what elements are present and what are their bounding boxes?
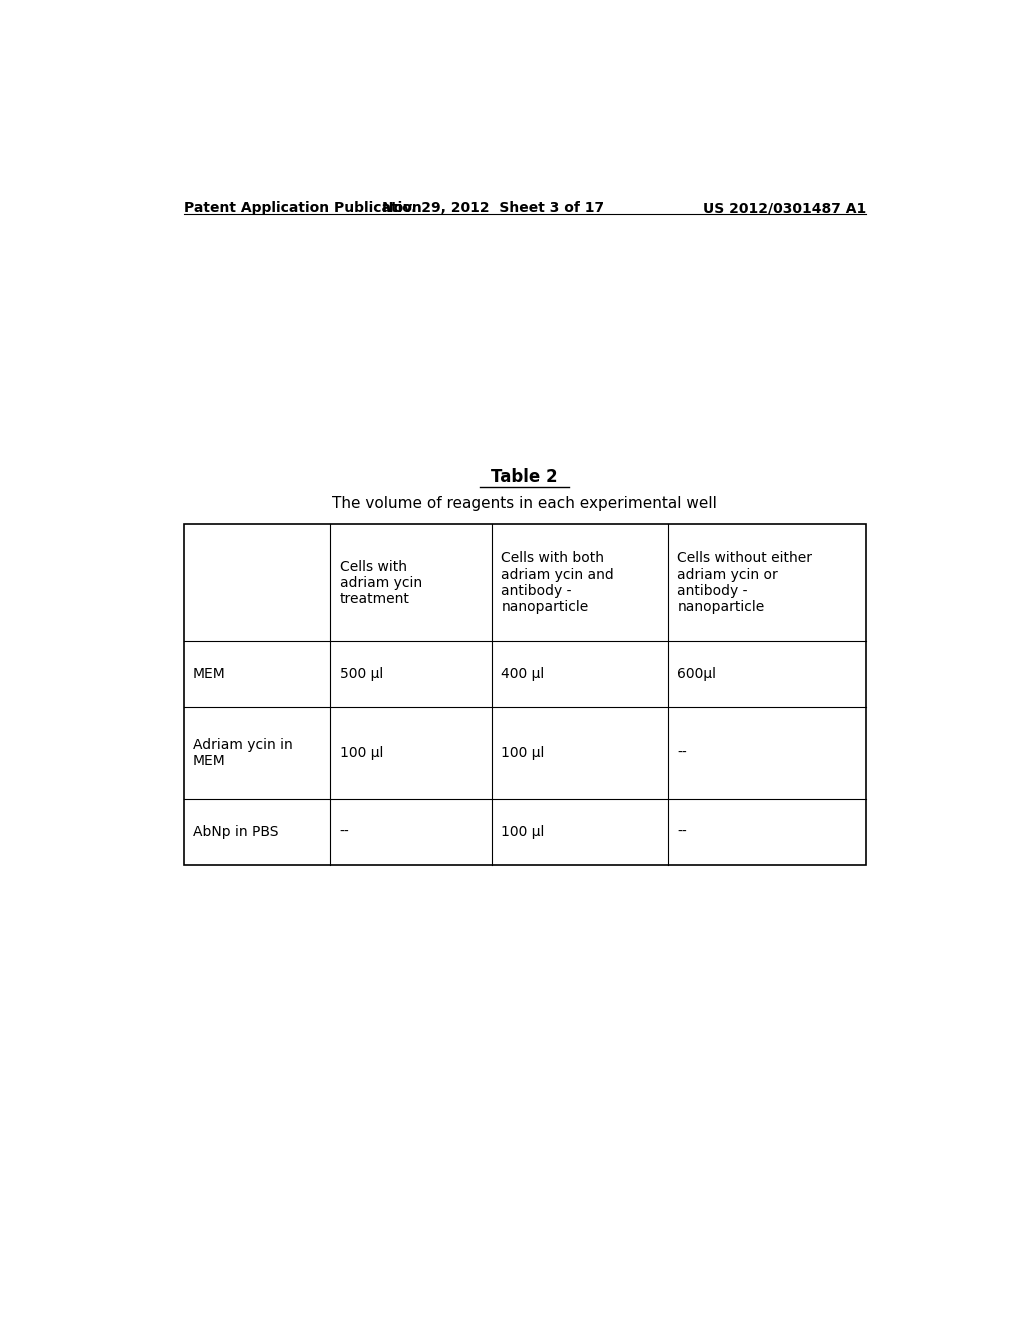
Text: 100 μl: 100 μl [340, 746, 383, 760]
Text: --: -- [678, 825, 687, 838]
Text: Cells with both
adriam ycin and
antibody -
nanoparticle: Cells with both adriam ycin and antibody… [502, 552, 614, 614]
Text: --: -- [340, 825, 349, 838]
Text: 600μl: 600μl [678, 667, 717, 681]
Text: Table 2: Table 2 [492, 469, 558, 486]
Text: The volume of reagents in each experimental well: The volume of reagents in each experimen… [333, 496, 717, 511]
Text: Cells without either
adriam ycin or
antibody -
nanoparticle: Cells without either adriam ycin or anti… [678, 552, 812, 614]
Text: AbNp in PBS: AbNp in PBS [194, 825, 279, 838]
Text: --: -- [678, 746, 687, 760]
Text: 100 μl: 100 μl [502, 825, 545, 838]
Text: Cells with
adriam ycin
treatment: Cells with adriam ycin treatment [340, 560, 422, 606]
Text: Patent Application Publication: Patent Application Publication [183, 201, 421, 215]
Text: Nov. 29, 2012  Sheet 3 of 17: Nov. 29, 2012 Sheet 3 of 17 [382, 201, 604, 215]
Text: 100 μl: 100 μl [502, 746, 545, 760]
Text: US 2012/0301487 A1: US 2012/0301487 A1 [702, 201, 866, 215]
Text: MEM: MEM [194, 667, 226, 681]
Text: Adriam ycin in
MEM: Adriam ycin in MEM [194, 738, 293, 768]
Text: 400 μl: 400 μl [502, 667, 545, 681]
Text: 500 μl: 500 μl [340, 667, 383, 681]
Bar [183, 524, 866, 865]
